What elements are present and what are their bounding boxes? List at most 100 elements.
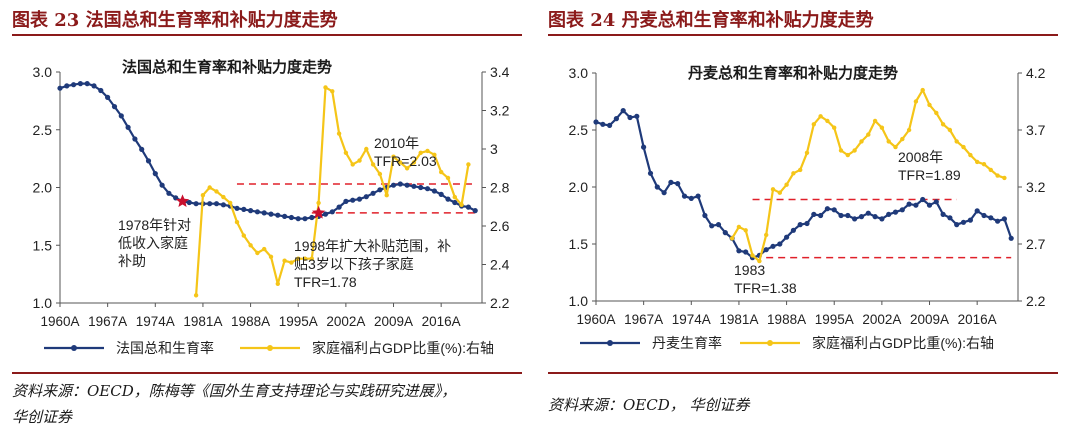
series-point (933, 199, 939, 205)
series-point (886, 139, 891, 144)
series-point (343, 150, 349, 155)
annotation-text: 1978年针对 (118, 217, 191, 233)
y-right-tick-label: 4.2 (1026, 65, 1046, 81)
series-point (432, 152, 437, 157)
series-point (675, 181, 681, 187)
series-point (777, 190, 782, 195)
series-point (404, 166, 410, 171)
figure-24: 图表 24 丹麦总和生育率和补贴力度走势 丹麦总和生育率和补贴力度走势 1.0 1.… (548, 0, 1068, 439)
series-point (77, 81, 83, 87)
source-line-1: 资料来源：OECD，陈梅等《国外生育支持理论与实践研究进展》， (12, 382, 457, 400)
series-point (166, 190, 172, 196)
series-point (377, 171, 383, 177)
x-tick-label: 1995A (815, 312, 854, 327)
series-point (57, 85, 63, 91)
chart-title: 法国总和生育率和补贴力度走势 (122, 58, 332, 76)
series-point (98, 87, 104, 94)
star-marker (312, 205, 326, 219)
series-point (757, 258, 762, 264)
series-point (804, 150, 810, 155)
series-point (248, 208, 254, 214)
series-point (641, 144, 647, 150)
series-point (445, 175, 451, 181)
series-point (811, 211, 817, 217)
series-point (798, 167, 803, 173)
series-point (439, 169, 444, 175)
series-point (370, 162, 376, 167)
series-point (452, 194, 457, 200)
x-tick-label: 2002A (326, 314, 365, 329)
series-point (743, 249, 749, 255)
y-left-tick-label: 1.5 (33, 237, 53, 253)
series-point (647, 170, 654, 176)
series-point (431, 188, 437, 194)
france-chart: 法国总和生育率和补贴力度走势 1.0 1.5 2.0 2.5 3.0 2.2 2.4 2.6 2.… (33, 58, 510, 356)
series-point (418, 184, 424, 191)
series-point (777, 241, 783, 247)
annotation-text: 2008年 (898, 149, 943, 165)
series-point (289, 260, 294, 265)
series-point (71, 82, 77, 88)
series-point (940, 211, 946, 217)
series-point (613, 116, 619, 122)
series-point (186, 199, 192, 206)
y-right-tick-label: 3.4 (490, 64, 510, 80)
series-point (350, 197, 356, 203)
series-point (207, 185, 212, 190)
series-point (329, 209, 335, 215)
series-point (370, 190, 376, 196)
series-point (661, 190, 667, 196)
series-point (234, 219, 240, 225)
series-point (282, 258, 287, 263)
series-point (770, 187, 776, 192)
y-left-tick-label: 1.5 (569, 236, 589, 252)
series-point (438, 191, 444, 197)
series-point (452, 199, 458, 206)
series-point (940, 122, 946, 127)
series-point (831, 207, 837, 213)
series-point (228, 200, 233, 206)
chart-title: 丹麦总和生育率和补贴力度走势 (688, 64, 898, 82)
x-tick-label: 1960A (576, 312, 615, 327)
series-point (350, 162, 355, 167)
series-point (770, 243, 776, 249)
series-point (220, 202, 226, 208)
x-tick-label: 1974A (672, 312, 711, 327)
series-point (722, 230, 728, 236)
annotation-text: TFR=2.03 (374, 153, 437, 169)
series-point (913, 99, 919, 104)
series-point (865, 210, 871, 216)
series-point (424, 186, 431, 192)
series-point (275, 281, 280, 286)
series-point (275, 212, 281, 218)
series-point (234, 205, 240, 211)
y-right-tick-label: 3 (490, 141, 498, 157)
series-point (391, 154, 396, 159)
series-point (784, 234, 790, 240)
series-point (947, 215, 953, 221)
series-point (268, 254, 274, 259)
series-point (384, 193, 389, 198)
series-point (947, 127, 953, 133)
series-line (595, 109, 1013, 259)
series-point (268, 211, 274, 217)
series-point (411, 183, 417, 189)
series-point (1002, 175, 1007, 181)
series-point (620, 108, 626, 114)
legend-label: 家庭福利占GDP比重(%):右轴 (812, 335, 994, 351)
series-point (784, 182, 789, 187)
source-line-1: 资料来源：OECD， 华创证券 (548, 396, 750, 414)
series-point (132, 136, 138, 142)
series-point (397, 181, 403, 187)
series-point (926, 202, 933, 208)
legend-swatch-point (71, 345, 77, 351)
legend-label: 家庭福利占GDP比重(%):右轴 (312, 340, 494, 356)
x-tick-label: 1981A (183, 314, 222, 329)
series-point (607, 122, 613, 128)
series-point (845, 152, 850, 158)
series-point (927, 102, 932, 108)
series-point (145, 158, 152, 164)
series-point (377, 187, 383, 193)
series-point (316, 200, 321, 206)
y-left-tick-label: 3.0 (33, 64, 53, 80)
